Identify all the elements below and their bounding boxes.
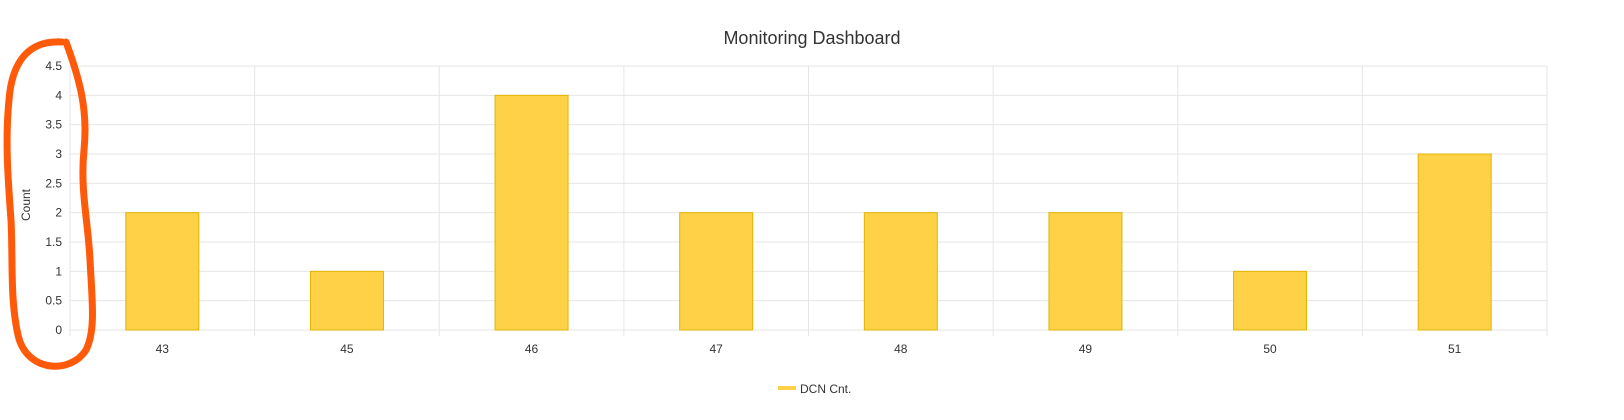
y-tick-label: 1 <box>55 264 62 278</box>
y-tick-label: 2.5 <box>45 176 62 190</box>
bar-51[interactable] <box>1417 153 1492 331</box>
x-tick-label: 51 <box>1448 342 1462 356</box>
bars <box>125 94 1492 331</box>
y-tick-label: 1.5 <box>45 235 62 249</box>
legend[interactable]: DCN Cnt. <box>778 382 851 396</box>
legend-swatch <box>778 386 796 390</box>
legend-label: DCN Cnt. <box>800 382 851 396</box>
bar-50[interactable] <box>1233 270 1308 331</box>
y-axis-ticks: 0 0.5 1 1.5 2 2.5 3 3.5 4 4.5 <box>45 59 62 337</box>
x-tick-label: 50 <box>1263 342 1277 356</box>
hand-drawn-annotation-circle <box>3 38 96 370</box>
y-tick-label: 3.5 <box>45 118 62 132</box>
y-tick-label: 3 <box>55 147 62 161</box>
bar-46[interactable] <box>494 94 569 331</box>
grid-lines <box>69 65 1548 336</box>
x-tick-label: 43 <box>156 342 170 356</box>
y-tick-label: 4.5 <box>45 59 62 73</box>
y-axis-label: Count <box>19 188 33 221</box>
y-tick-label: 4 <box>55 88 62 102</box>
bar-48[interactable] <box>863 212 938 331</box>
y-tick-label: 0.5 <box>45 294 62 308</box>
y-tick-label: 2 <box>55 206 62 220</box>
bar-49[interactable] <box>1048 212 1123 331</box>
y-tick-label: 0 <box>55 323 62 337</box>
x-axis-ticks: 43 45 46 47 48 49 50 51 <box>156 342 1462 356</box>
x-tick-label: 46 <box>525 342 539 356</box>
bar-43[interactable] <box>125 212 200 331</box>
x-tick-label: 48 <box>894 342 908 356</box>
x-tick-label: 47 <box>710 342 724 356</box>
bar-47[interactable] <box>679 212 754 331</box>
x-tick-label: 49 <box>1079 342 1093 356</box>
x-tick-label: 45 <box>340 342 354 356</box>
chart-title: Monitoring Dashboard <box>723 28 900 48</box>
bar-45[interactable] <box>309 270 384 331</box>
